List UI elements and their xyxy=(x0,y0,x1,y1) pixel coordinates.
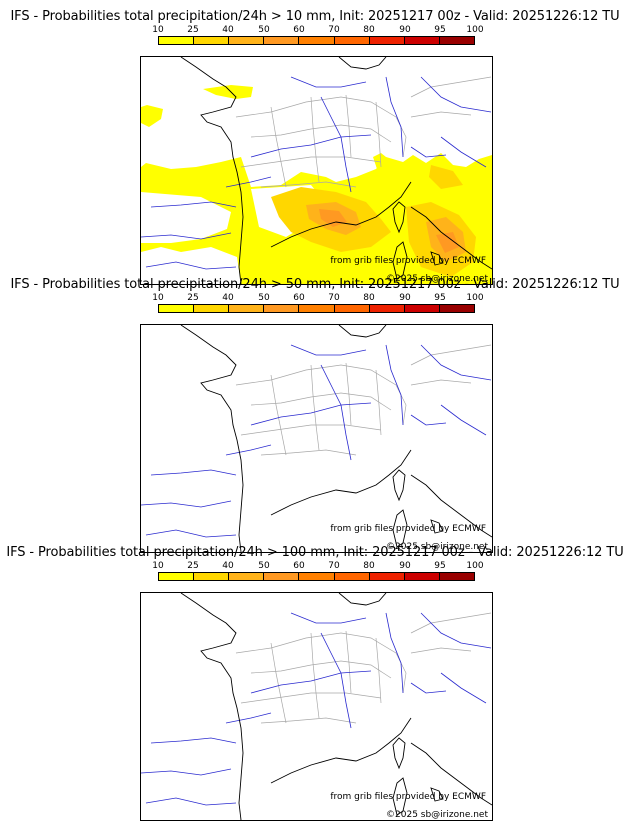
legend-swatch xyxy=(299,37,335,44)
panel-50mm: IFS - Probabilities total precipitation/… xyxy=(0,277,630,553)
legend-color-bar xyxy=(158,36,475,45)
legend-swatch xyxy=(334,573,370,580)
country-borders xyxy=(235,344,492,456)
coastline xyxy=(180,325,492,552)
legend-label: 90 xyxy=(399,25,411,35)
map-frame: from grib files provided by ECMWF ©2025 … xyxy=(140,56,493,285)
legend-label: 50 xyxy=(258,561,270,571)
map-frame: from grib files provided by ECMWF ©2025 … xyxy=(140,324,493,553)
panel-title: IFS - Probabilities total precipitation/… xyxy=(10,277,620,292)
legend-label: 50 xyxy=(258,293,270,303)
legend-swatch xyxy=(229,305,265,312)
legend-label: 60 xyxy=(293,25,305,35)
map-frame: from grib files provided by ECMWF ©2025 … xyxy=(140,592,493,821)
legend-swatch xyxy=(439,37,474,44)
coastline xyxy=(180,593,492,820)
legend-swatch xyxy=(404,305,440,312)
legend-label: 70 xyxy=(328,25,340,35)
credit-copyright: ©2025 sb@irizone.net xyxy=(386,274,488,284)
legend-label: 90 xyxy=(399,293,411,303)
legend-swatch xyxy=(439,573,474,580)
legend-swatch xyxy=(264,37,300,44)
legend-label: 70 xyxy=(328,561,340,571)
legend-labels: 10 25 40 50 60 70 80 90 95 100 xyxy=(152,561,483,571)
legend-label: 10 xyxy=(152,25,164,35)
panel-10mm: IFS - Probabilities total precipitation/… xyxy=(0,9,630,285)
legend-label: 40 xyxy=(222,25,234,35)
legend-label: 100 xyxy=(466,25,484,35)
legend-swatch xyxy=(229,37,265,44)
legend-color-bar xyxy=(158,572,475,581)
rivers xyxy=(141,344,492,538)
legend-labels: 10 25 40 50 60 70 80 90 95 100 xyxy=(152,25,483,35)
legend-label: 10 xyxy=(152,293,164,303)
legend-label: 90 xyxy=(399,561,411,571)
legend-label: 80 xyxy=(363,293,375,303)
legend-swatch xyxy=(159,305,195,312)
legend-label: 70 xyxy=(328,293,340,303)
coastline xyxy=(180,57,492,284)
legend-label: 95 xyxy=(434,293,446,303)
rivers xyxy=(141,612,492,806)
panel-100mm: IFS - Probabilities total precipitation/… xyxy=(0,545,630,821)
legend-label: 25 xyxy=(187,25,199,35)
legend-label: 95 xyxy=(434,561,446,571)
legend-labels: 10 25 40 50 60 70 80 90 95 100 xyxy=(152,293,483,303)
legend-swatch xyxy=(299,305,335,312)
legend-label: 25 xyxy=(187,293,199,303)
precip-area xyxy=(141,85,492,284)
legend-swatch xyxy=(369,305,405,312)
legend-swatch xyxy=(369,37,405,44)
legend-swatch xyxy=(439,305,474,312)
legend-swatch xyxy=(194,305,230,312)
legend-swatch xyxy=(264,305,300,312)
legend-swatch xyxy=(194,573,230,580)
legend-label: 80 xyxy=(363,25,375,35)
credit-source: from grib files provided by ECMWF xyxy=(330,256,486,266)
legend-label: 100 xyxy=(466,561,484,571)
legend-swatch xyxy=(159,573,195,580)
legend-swatch xyxy=(404,573,440,580)
legend-swatch xyxy=(334,37,370,44)
panel-title: IFS - Probabilities total precipitation/… xyxy=(10,9,620,24)
precip-map xyxy=(141,593,492,820)
precip-map xyxy=(141,325,492,552)
legend-label: 25 xyxy=(187,561,199,571)
credit-source: from grib files provided by ECMWF xyxy=(330,792,486,802)
legend-swatch xyxy=(334,305,370,312)
legend-label: 80 xyxy=(363,561,375,571)
legend-label: 100 xyxy=(466,293,484,303)
legend-color-bar xyxy=(158,304,475,313)
legend-swatch xyxy=(299,573,335,580)
legend-label: 50 xyxy=(258,25,270,35)
panel-title: IFS - Probabilities total precipitation/… xyxy=(6,545,624,560)
legend-label: 40 xyxy=(222,561,234,571)
legend-label: 60 xyxy=(293,561,305,571)
legend-swatch xyxy=(229,573,265,580)
legend-label: 10 xyxy=(152,561,164,571)
legend-swatch xyxy=(369,573,405,580)
legend-swatch xyxy=(404,37,440,44)
country-borders xyxy=(235,612,492,724)
precip-map xyxy=(141,57,492,284)
legend-swatch xyxy=(264,573,300,580)
legend-label: 95 xyxy=(434,25,446,35)
credit-copyright: ©2025 sb@irizone.net xyxy=(386,542,488,552)
legend-swatch xyxy=(159,37,195,44)
credit-copyright: ©2025 sb@irizone.net xyxy=(386,810,488,820)
credit-source: from grib files provided by ECMWF xyxy=(330,524,486,534)
legend-swatch xyxy=(194,37,230,44)
legend-label: 40 xyxy=(222,293,234,303)
rivers xyxy=(141,76,492,270)
legend-label: 60 xyxy=(293,293,305,303)
